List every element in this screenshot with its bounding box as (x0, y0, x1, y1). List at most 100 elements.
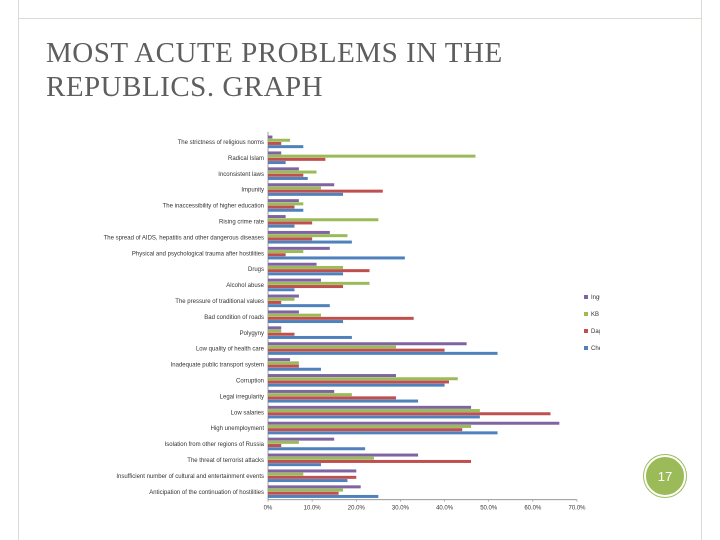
bar-kb (268, 440, 299, 444)
legend-label: Ingushetia (591, 295, 600, 301)
bar-chart: 0% 10.0% 20.0% 30.0% 40.0% 50.0% 60.0% 70.0% The… (104, 132, 600, 512)
bar-dagestan (268, 269, 370, 273)
bar-chechnya (268, 494, 379, 498)
bar-ingushetia (268, 230, 330, 234)
bar-dagestan (268, 364, 299, 368)
bar-dagestan (268, 475, 357, 479)
bar-chechnya (268, 240, 352, 244)
bar-ingushetia (268, 310, 299, 314)
x-tick-label: 10.0% (304, 506, 322, 512)
bar-ingushetia (268, 342, 467, 346)
bar-ingushetia (268, 278, 321, 282)
category-label: Inconsistent laws (218, 172, 264, 178)
page-number-badge: 17 (644, 455, 686, 497)
bar-kb (268, 138, 291, 142)
bar-dagestan (268, 285, 344, 289)
category-label: The threat of terrorist attacks (187, 458, 264, 464)
bar-dagestan (268, 316, 414, 320)
category-label: Drugs (248, 267, 264, 273)
bar-dagestan (268, 237, 313, 241)
bar-ingushetia (268, 199, 299, 203)
category-label: Inadequate public transport system (171, 363, 264, 369)
category-label: The inaccessibility of higher education (163, 204, 264, 210)
bar-ingushetia (268, 405, 472, 409)
category-label: Radical Islam (228, 156, 264, 162)
bar-chechnya (268, 383, 445, 387)
category-label: The pressure of traditional values (175, 299, 264, 305)
category-label: Physical and psychological trauma after … (132, 251, 264, 257)
bar-ingushetia (268, 421, 560, 425)
bar-dagestan (268, 444, 282, 448)
x-tick-label: 30.0% (392, 506, 410, 512)
bar-ingushetia (268, 374, 397, 378)
bar-kb (268, 154, 476, 158)
bar-ingushetia (268, 246, 330, 250)
bar-dagestan (268, 332, 295, 336)
bar-kb (268, 393, 352, 397)
bar-kb (268, 313, 321, 317)
bar-chechnya (268, 351, 498, 355)
bar-ingushetia (268, 437, 335, 441)
bar-ingushetia (268, 167, 299, 171)
bar-dagestan (268, 141, 282, 145)
bar-kb (268, 409, 480, 413)
category-label: Isolation from other regions of Russia (165, 442, 265, 448)
bar-ingushetia (268, 469, 357, 473)
bar-chechnya (268, 256, 405, 260)
legend-swatch (584, 312, 588, 316)
bar-dagestan (268, 428, 463, 432)
bar-chechnya (268, 415, 480, 419)
bar-kb (268, 281, 370, 285)
bar-chechnya (268, 447, 366, 451)
x-tick-label: 0% (264, 506, 273, 512)
bar-chechnya (268, 176, 308, 180)
plot-area: 0% 10.0% 20.0% 30.0% 40.0% 50.0% 60.0% 70.0% The… (104, 132, 586, 512)
category-label: The spread of AIDS, hepatitis and other … (104, 235, 264, 241)
category-label: Polygyny (240, 331, 264, 337)
bar-ingushetia (268, 453, 419, 457)
category-label: High unemployment (211, 426, 265, 432)
bar-chechnya (268, 208, 304, 212)
legend-label: Chechnya (591, 346, 600, 352)
bar-kb (268, 234, 348, 238)
slide-frame (18, 0, 702, 540)
bar-ingushetia (268, 294, 299, 298)
bar-dagestan (268, 157, 326, 161)
category-label: Alcohol abuse (226, 283, 264, 289)
bar-kb (268, 297, 295, 301)
bar-ingushetia (268, 135, 273, 139)
category-label: Low quality of health care (196, 347, 265, 353)
bar-chechnya (268, 192, 344, 196)
category-label: Insufficient number of cultural and ente… (116, 474, 264, 480)
legend-label: KB (591, 312, 599, 318)
bar-kb (268, 265, 344, 269)
bar-chechnya (268, 320, 344, 324)
slide-top-rule (18, 18, 702, 19)
bar-dagestan (268, 348, 445, 352)
bar-kb (268, 345, 397, 349)
bar-chechnya (268, 463, 321, 467)
bar-chechnya (268, 145, 304, 149)
bar-dagestan (268, 396, 397, 400)
page-title: MOST ACUTE PROBLEMS IN THE REPUBLICS. GR… (46, 37, 503, 103)
x-tick-label: 60.0% (524, 506, 542, 512)
bar-chechnya (268, 479, 348, 483)
category-label: Rising crime rate (219, 219, 265, 225)
bar-kb (268, 424, 472, 428)
bar-kb (268, 456, 374, 460)
bar-dagestan (268, 221, 313, 225)
category-label: Corruption (236, 378, 264, 384)
bar-ingushetia (268, 262, 317, 266)
bar-chechnya (268, 288, 295, 292)
bar-dagestan (268, 253, 286, 257)
bar-ingushetia (268, 215, 286, 219)
bar-dagestan (268, 205, 295, 209)
bar-ingushetia (268, 183, 335, 187)
bar-ingushetia (268, 151, 282, 155)
bar-dagestan (268, 189, 383, 193)
legend-label: Dagestan (591, 329, 600, 335)
bar-ingushetia (268, 485, 361, 489)
category-label: Impunity (241, 188, 264, 194)
category-label: Legal irregularity (220, 394, 264, 400)
category-label: Bad condition of roads (204, 315, 264, 321)
